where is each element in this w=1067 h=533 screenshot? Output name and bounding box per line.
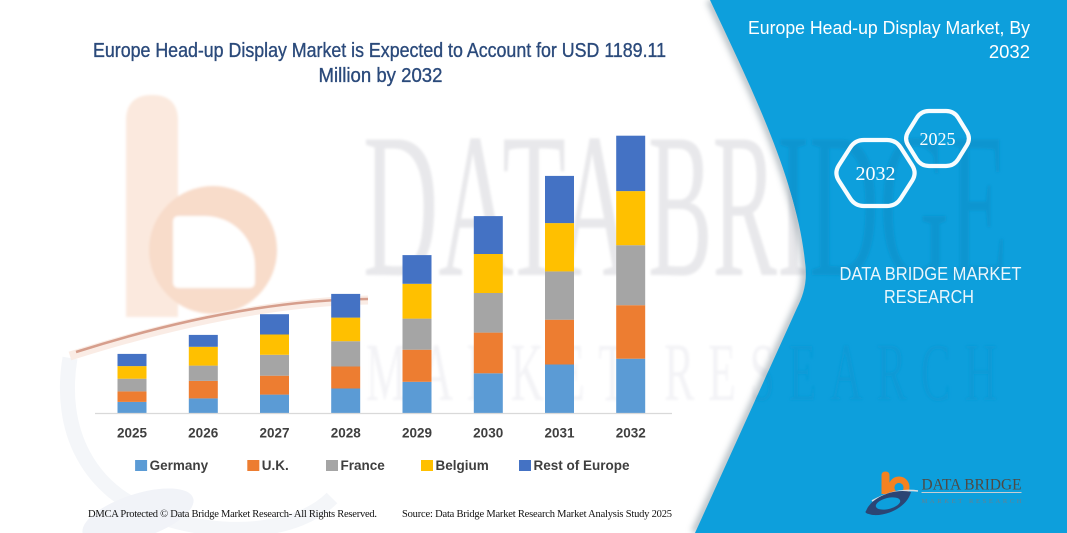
svg-text:U.K.: U.K. — [262, 458, 289, 473]
svg-text:2032: 2032 — [616, 426, 646, 441]
svg-text:DMCA Protected © Data Bridge M: DMCA Protected © Data Bridge Market Rese… — [88, 509, 377, 520]
svg-text:2031: 2031 — [544, 426, 575, 441]
svg-text:MARKET RESEARCH: MARKET RESEARCH — [922, 498, 1022, 505]
svg-text:Belgium: Belgium — [436, 458, 489, 473]
svg-text:DATA BRIDGE MARKET: DATA BRIDGE MARKET — [840, 263, 1022, 284]
svg-text:2030: 2030 — [473, 426, 503, 441]
svg-text:2025: 2025 — [117, 426, 148, 441]
svg-text:2032: 2032 — [856, 163, 896, 185]
svg-text:2032: 2032 — [989, 41, 1030, 62]
svg-text:Europe Head-up Display Market,: Europe Head-up Display Market, By — [748, 17, 1031, 38]
svg-text:RESEARCH: RESEARCH — [884, 286, 974, 307]
svg-text:Source: Data Bridge Market Res: Source: Data Bridge Market Research Mark… — [402, 509, 672, 520]
svg-text:DATA BRIDGE: DATA BRIDGE — [922, 477, 1022, 494]
svg-text:France: France — [341, 458, 386, 473]
svg-text:Rest of Europe: Rest of Europe — [534, 458, 631, 473]
svg-text:Germany: Germany — [150, 458, 209, 473]
svg-text:2027: 2027 — [259, 426, 289, 441]
svg-text:2026: 2026 — [188, 426, 219, 441]
svg-text:Million by 2032: Million by 2032 — [319, 65, 443, 87]
svg-text:2025: 2025 — [920, 129, 956, 149]
svg-text:2029: 2029 — [402, 426, 432, 441]
svg-text:2028: 2028 — [331, 426, 362, 441]
svg-text:Europe Head-up Display Market: Europe Head-up Display Market is Expecte… — [93, 40, 666, 62]
